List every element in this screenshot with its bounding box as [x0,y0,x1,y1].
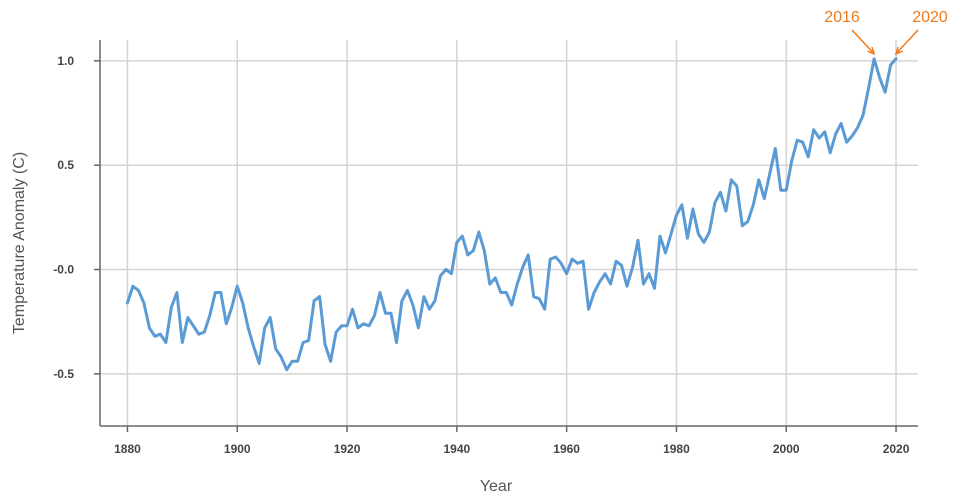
x-tick-label: 1880 [114,442,141,456]
series-line-0 [125,57,898,372]
y-axis-title: Temperature Anomaly (C) [11,152,28,334]
annotation-label-2020: 2020 [912,9,948,26]
x-axis-title: Year [480,478,513,495]
x-tick-label: 1920 [334,442,361,456]
annotation-arrowhead-2016 [867,46,876,56]
y-tick-label: -0.0 [53,263,74,277]
y-tick-label: 0.5 [57,158,74,172]
x-tick-label: 1900 [224,442,251,456]
y-tick-label: 1.0 [57,54,74,68]
tick-labels: 1880 1900 1920 1940 1960 1980 2000 2020 1.0 0.5 -0… [53,54,909,456]
x-tick-label: 1980 [663,442,690,456]
axes [94,40,918,432]
annotation-label-2016: 2016 [824,9,860,26]
gridlines [100,40,918,426]
annotation-arrow-2016 [851,29,875,55]
annotations: 2016 2020 [824,9,948,56]
annotation-arrow-2020 [895,29,919,55]
annotation-arrowhead-2020 [894,46,903,56]
series [125,57,898,372]
x-tick-label: 1960 [553,442,580,456]
x-tick-label: 2020 [883,442,910,456]
y-tick-label: -0.5 [53,367,74,381]
x-tick-label: 2000 [773,442,800,456]
x-tick-label: 1940 [443,442,470,456]
